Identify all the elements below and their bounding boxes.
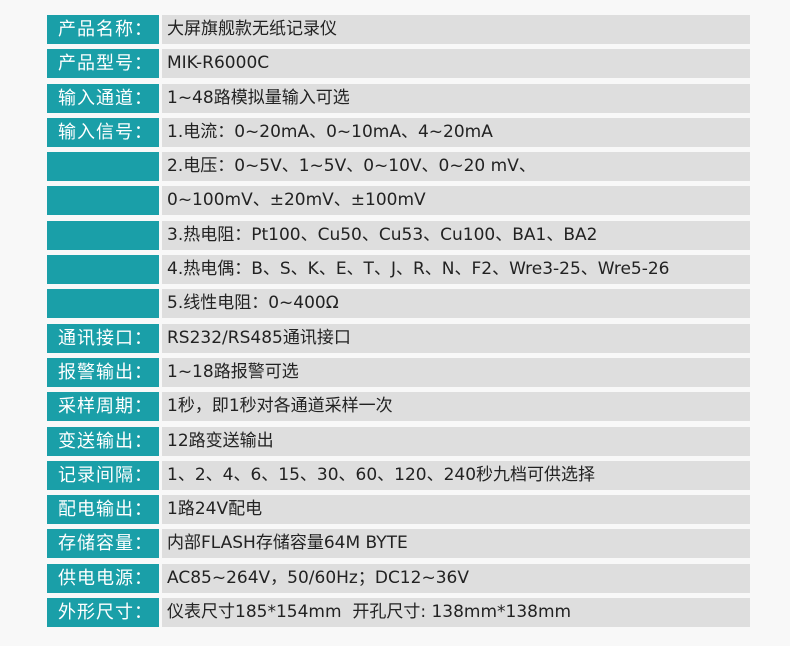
spec-label: 产品名称：	[47, 15, 159, 44]
spec-row: 0~100mV、±20mV、±100mV	[47, 186, 750, 216]
spec-value: 大屏旗舰款无纸记录仪	[162, 15, 750, 44]
spec-label	[47, 255, 159, 285]
spec-row: 存储容量： 内部FLASH存储容量64M BYTE	[47, 529, 750, 559]
spec-value: 1路24V配电	[162, 495, 750, 525]
spec-row: 3.热电阻：Pt100、Cu50、Cu53、Cu100、BA1、BA2	[47, 220, 750, 250]
spec-label: 外形尺寸：	[47, 598, 159, 628]
spec-label	[47, 186, 159, 216]
spec-value: 2.电压：0~5V、1~5V、0~10V、0~20 mV、	[162, 152, 750, 182]
spec-value: 1、2、4、6、15、30、60、120、240秒九档可供选择	[162, 460, 750, 490]
spec-label: 报警输出：	[47, 357, 159, 387]
spec-row: 产品名称： 大屏旗舰款无纸记录仪	[47, 15, 750, 44]
spec-label: 供电电源：	[47, 563, 159, 593]
spec-label: 记录间隔：	[47, 460, 159, 490]
spec-row: 5.线性电阻：0~400Ω	[47, 289, 750, 319]
spec-value: 0~100mV、±20mV、±100mV	[162, 186, 750, 216]
spec-row: 产品型号： MIK-R6000C	[47, 49, 750, 79]
spec-label: 通讯接口：	[47, 323, 159, 353]
spec-row: 变送输出： 12路变送输出	[47, 426, 750, 456]
spec-value: 5.线性电阻：0~400Ω	[162, 289, 750, 319]
spec-value: 1秒，即1秒对各通道采样一次	[162, 392, 750, 422]
spec-value: 12路变送输出	[162, 426, 750, 456]
spec-label	[47, 152, 159, 182]
spec-row: 记录间隔： 1、2、4、6、15、30、60、120、240秒九档可供选择	[47, 460, 750, 490]
spec-row: 配电输出： 1路24V配电	[47, 495, 750, 525]
spec-label	[47, 289, 159, 319]
spec-row: 供电电源： AC85~264V，50/60Hz；DC12~36V	[47, 563, 750, 593]
spec-label: 产品型号：	[47, 49, 159, 79]
spec-row: 4.热电偶：B、S、K、E、T、J、R、N、F2、Wre3-25、Wre5-26	[47, 255, 750, 285]
spec-row: 输入通道： 1~48路模拟量输入可选	[47, 83, 750, 113]
spec-label: 变送输出：	[47, 426, 159, 456]
spec-label: 输入信号：	[47, 117, 159, 147]
spec-value: RS232/RS485通讯接口	[162, 323, 750, 353]
spec-row: 报警输出： 1~18路报警可选	[47, 357, 750, 387]
spec-value: AC85~264V，50/60Hz；DC12~36V	[162, 563, 750, 593]
spec-label: 输入通道：	[47, 83, 159, 113]
spec-value: 1.电流：0~20mA、0~10mA、4~20mA	[162, 117, 750, 147]
spec-label: 配电输出：	[47, 495, 159, 525]
spec-row: 外形尺寸： 仪表尺寸185*154mm 开孔尺寸: 138mm*138mm	[47, 598, 750, 628]
spec-value: 内部FLASH存储容量64M BYTE	[162, 529, 750, 559]
spec-row: 输入信号： 1.电流：0~20mA、0~10mA、4~20mA	[47, 117, 750, 147]
spec-value: 4.热电偶：B、S、K、E、T、J、R、N、F2、Wre3-25、Wre5-26	[162, 255, 750, 285]
spec-label: 存储容量：	[47, 529, 159, 559]
spec-row: 采样周期： 1秒，即1秒对各通道采样一次	[47, 392, 750, 422]
spec-value: 仪表尺寸185*154mm 开孔尺寸: 138mm*138mm	[162, 598, 750, 628]
spec-value: MIK-R6000C	[162, 49, 750, 79]
spec-table: 产品名称： 大屏旗舰款无纸记录仪 产品型号： MIK-R6000C 输入通道： 1~48路…	[47, 15, 750, 632]
spec-label	[47, 220, 159, 250]
spec-row: 2.电压：0~5V、1~5V、0~10V、0~20 mV、	[47, 152, 750, 182]
spec-value: 3.热电阻：Pt100、Cu50、Cu53、Cu100、BA1、BA2	[162, 220, 750, 250]
spec-row: 通讯接口： RS232/RS485通讯接口	[47, 323, 750, 353]
spec-value: 1~18路报警可选	[162, 357, 750, 387]
spec-label: 采样周期：	[47, 392, 159, 422]
spec-value: 1~48路模拟量输入可选	[162, 83, 750, 113]
